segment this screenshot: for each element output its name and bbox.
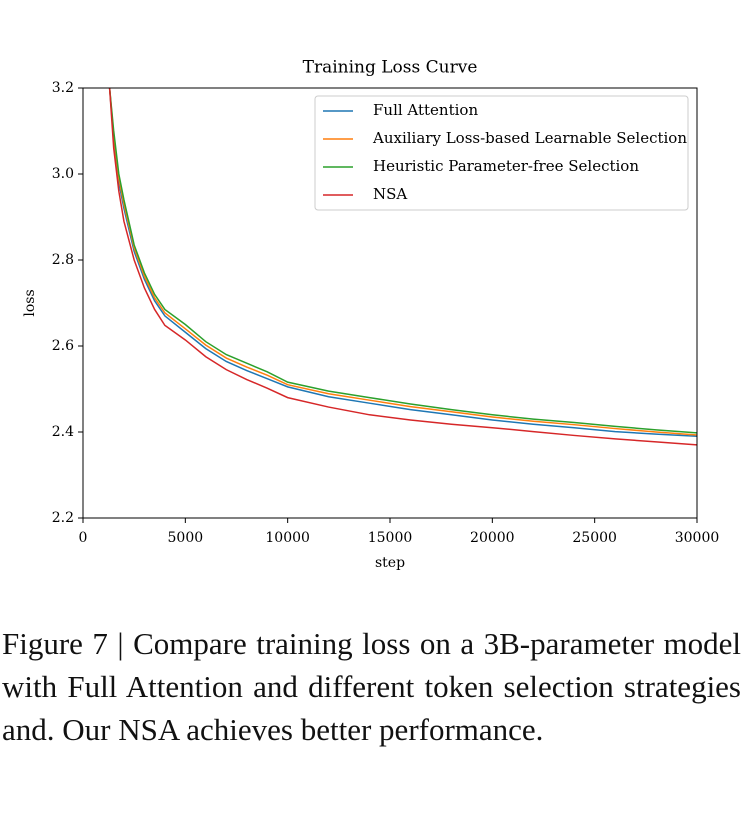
y-tick-label: 2.6 [52, 338, 74, 354]
x-tick-label: 20000 [470, 530, 515, 546]
y-tick-label: 3.2 [52, 80, 74, 96]
y-tick-label: 2.4 [52, 424, 74, 440]
legend-box [314, 95, 689, 211]
x-tick-label: 25000 [572, 530, 617, 546]
x-tick-label: 30000 [675, 530, 720, 546]
legend-label: Heuristic Parameter-free Selection [373, 157, 639, 175]
legend-label: Auxiliary Loss-based Learnable Selection [372, 129, 687, 147]
y-tick-label: 2.2 [52, 510, 74, 526]
legend-label: Full Attention [373, 101, 478, 119]
loss-line [108, 88, 697, 438]
x-axis-label: step [375, 555, 405, 571]
legend-label: NSA [373, 185, 407, 203]
caption: Figure 7 | Compare training loss on a 3B… [2, 626, 741, 747]
y-tick-label: 3.0 [52, 166, 74, 182]
x-tick-label: 10000 [265, 530, 310, 546]
loss-line [108, 88, 697, 446]
plot-frame [82, 87, 698, 519]
y-axis-label: loss [22, 289, 38, 316]
x-tick-label: 0 [79, 530, 88, 546]
loss-line [108, 88, 697, 434]
y-tick-label: 2.8 [52, 252, 74, 268]
plot-lines [108, 88, 697, 446]
chart: Training Loss Curve step loss 0 5000 10000… [22, 58, 720, 572]
x-tick-label: 5000 [168, 530, 204, 546]
x-tick-label: 15000 [368, 530, 413, 546]
chart-title: Training Loss Curve [303, 58, 478, 78]
